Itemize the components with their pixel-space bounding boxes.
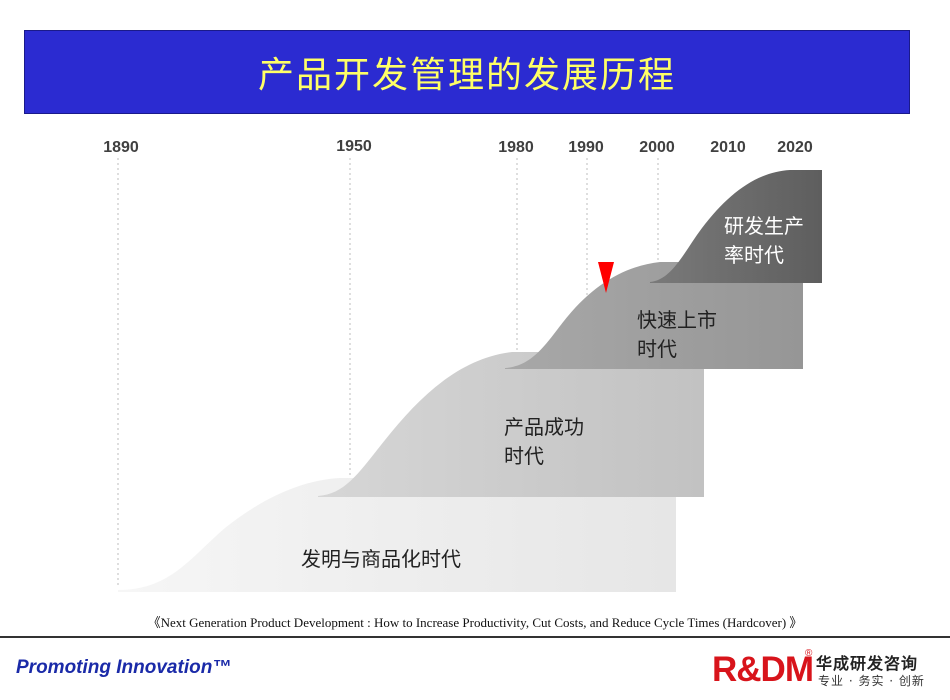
page-title: 产品开发管理的发展历程 xyxy=(257,55,676,96)
year-label-1950: 1950 xyxy=(336,138,372,155)
era-label-fast-to-market-line2: 时代 xyxy=(637,337,677,361)
year-label-2020: 2020 xyxy=(777,139,813,156)
logo-company-name: 华成研发咨询 xyxy=(816,654,919,673)
logo-mark: R&DM xyxy=(712,650,814,689)
year-label-1890: 1890 xyxy=(103,139,139,156)
year-label-2000: 2000 xyxy=(639,139,675,156)
era-shape-invention xyxy=(118,478,676,592)
current-position-marker xyxy=(598,262,614,293)
year-label-1980: 1980 xyxy=(498,139,534,156)
footer-divider xyxy=(0,636,950,638)
logo-registered: ® xyxy=(805,648,813,659)
era-shape-fast-to-market xyxy=(505,262,803,369)
year-guides xyxy=(117,158,659,588)
era-label-product-success-line2: 时代 xyxy=(504,444,544,468)
title-bar: 产品开发管理的发展历程 xyxy=(24,30,910,114)
source-citation: 《Next Generation Product Development : H… xyxy=(147,615,803,630)
era-label-invention: 发明与商品化时代 xyxy=(301,547,461,571)
era-label-rd-productivity: 研发生产 xyxy=(724,214,804,238)
logo-tagline: 专业 · 务实 · 创新 xyxy=(818,674,925,688)
era-label-product-success: 产品成功 xyxy=(504,415,584,439)
era-shape-rd-productivity xyxy=(650,170,822,283)
footer-slogan: Promoting Innovation™ xyxy=(16,657,232,678)
era-label-fast-to-market: 快速上市 xyxy=(637,308,717,332)
year-label-2010: 2010 xyxy=(710,139,746,156)
company-logo: R&DM ® 华成研发咨询 专业 · 务实 · 创新 xyxy=(712,648,932,692)
era-shape-product-success xyxy=(318,352,704,497)
year-label-1990: 1990 xyxy=(568,139,604,156)
era-label-rd-productivity-line2: 率时代 xyxy=(724,243,784,267)
